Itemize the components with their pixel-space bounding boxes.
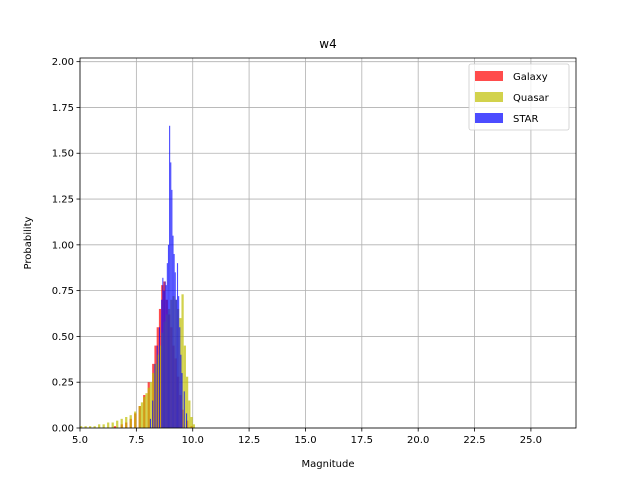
histogram-bar [192, 424, 195, 428]
x-tick-label: 25.0 [520, 435, 542, 446]
histogram-bar [183, 391, 185, 428]
y-tick-label: 1.25 [52, 195, 74, 206]
histogram-bar [116, 420, 119, 428]
x-tick-label: 15.0 [294, 435, 316, 446]
legend-label-quasar: Quasar [513, 93, 550, 104]
histogram-bar [185, 376, 189, 428]
histogram-bar [166, 263, 168, 428]
histogram-bar [129, 415, 132, 428]
histogram-bar [174, 272, 176, 428]
y-tick-label: 1.75 [52, 103, 74, 114]
histogram-bar [93, 426, 96, 428]
histogram-bars [80, 125, 195, 428]
histogram-bar [143, 396, 146, 428]
histogram-bar [175, 299, 177, 428]
histogram-bar [164, 281, 166, 428]
histogram-bar [167, 244, 170, 428]
histogram-bar [111, 422, 114, 428]
histogram-bar [125, 417, 128, 428]
y-axis-ticks: 0.00 0.25 0.50 0.75 1.00 1.25 1.50 1.75 2.00 [52, 57, 80, 435]
chart-title: w4 [319, 37, 336, 51]
legend-swatch-quasar [475, 92, 503, 102]
histogram-bar [180, 354, 182, 428]
histogram-bar [162, 277, 164, 428]
x-axis-ticks: 5.0 7.5 10.0 12.5 15.0 17.5 20.0 22.5 25.0 [72, 428, 542, 446]
histogram-bar [107, 422, 110, 428]
histogram-bar [190, 417, 193, 428]
histogram-bar [188, 400, 191, 428]
legend: Galaxy Quasar STAR [468, 63, 570, 131]
histogram-bar [140, 402, 144, 428]
histogram-bar [163, 290, 165, 428]
histogram-bar [113, 426, 117, 428]
x-tick-label: 7.5 [128, 435, 144, 446]
histogram-bar [170, 162, 172, 428]
histogram-bar [179, 327, 181, 428]
y-tick-label: 0.00 [52, 424, 74, 435]
histogram-bar [80, 426, 83, 428]
histogram-bar [145, 393, 148, 428]
x-tick-label: 5.0 [72, 435, 88, 446]
x-tick-label: 22.5 [463, 435, 485, 446]
x-tick-label: 10.0 [182, 435, 204, 446]
histogram-bar [120, 418, 123, 428]
y-tick-label: 1.50 [52, 149, 74, 160]
histogram-bar [84, 426, 87, 428]
y-tick-label: 0.75 [52, 286, 74, 297]
x-axis-label: Magnitude [302, 459, 355, 470]
histogram-bar [158, 327, 161, 428]
y-tick-label: 1.00 [52, 240, 74, 251]
histogram-bar [161, 299, 163, 428]
legend-label-star: STAR [513, 114, 539, 125]
x-tick-label: 12.5 [238, 435, 260, 446]
histogram-bar [149, 382, 153, 428]
series-star-bars [149, 125, 188, 428]
histogram-bar [181, 373, 183, 428]
y-tick-label: 0.25 [52, 378, 74, 389]
histogram-bar [171, 189, 173, 428]
histogram-bar [138, 406, 141, 428]
legend-swatch-star [475, 113, 503, 123]
histogram-bar [147, 387, 150, 428]
histogram-bar [102, 424, 105, 428]
legend-swatch-galaxy [475, 71, 503, 81]
histogram-bar [149, 418, 152, 428]
histogram-bar [178, 296, 180, 428]
histogram-bar [156, 345, 158, 428]
histogram-bar [152, 400, 154, 428]
x-tick-label: 17.5 [351, 435, 373, 446]
histogram-bar [183, 345, 186, 428]
histogram-bar [181, 294, 184, 428]
legend-label-galaxy: Galaxy [513, 72, 548, 83]
histogram-bar [176, 263, 179, 428]
histogram-bar [185, 413, 188, 428]
histogram-bar [172, 235, 174, 428]
histogram-bar [154, 363, 156, 428]
histogram-bar [134, 411, 137, 428]
histogram-bar [89, 426, 92, 428]
histogram-bar [173, 253, 175, 428]
histogram-bar [98, 424, 101, 428]
histogram-bar [165, 285, 167, 428]
plot-frame [79, 57, 577, 429]
y-tick-label: 2.00 [52, 57, 74, 68]
histogram-bar [169, 125, 171, 428]
y-axis-label: Probability [23, 216, 34, 269]
x-tick-label: 20.0 [407, 435, 429, 446]
y-tick-label: 0.50 [52, 332, 74, 343]
